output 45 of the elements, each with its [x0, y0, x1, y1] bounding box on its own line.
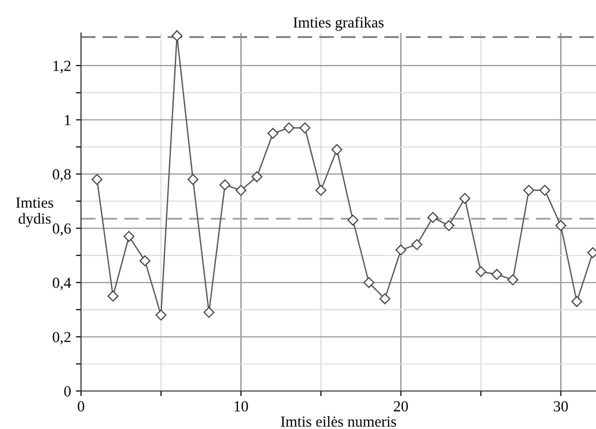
point [171, 30, 182, 42]
y-tick-label: 1 [64, 115, 70, 126]
point [267, 128, 278, 139]
point [459, 192, 470, 204]
y-tick-label: 0 [64, 386, 71, 396]
point [235, 184, 246, 196]
x-tick-label: 30 [554, 401, 568, 412]
point [315, 184, 326, 196]
y-tick-label: 0,6 [52, 223, 71, 236]
y-tick-label: 1,2 [54, 60, 70, 74]
point [395, 244, 406, 256]
x-axis-title: Imtis eilės numeris [280, 416, 396, 427]
point [571, 296, 582, 307]
point [219, 179, 230, 190]
point [347, 214, 358, 226]
point [411, 239, 422, 250]
x-tick-label: 20 [394, 401, 408, 412]
y-tick-label: 0,2 [52, 332, 70, 344]
point [443, 220, 454, 232]
point [156, 310, 166, 321]
point [283, 122, 294, 134]
point [555, 220, 566, 232]
y-axis-title: Imties dydis [16, 198, 54, 227]
point [475, 266, 486, 278]
point [299, 122, 310, 134]
point [251, 171, 262, 182]
point [203, 306, 214, 318]
point [124, 230, 134, 242]
x-tick-label: 10 [234, 401, 248, 412]
y-tick-label: 0,4 [52, 278, 72, 290]
point [491, 268, 502, 280]
point [523, 184, 534, 196]
point [331, 144, 342, 156]
x-tick-label: 0 [78, 401, 84, 412]
point [108, 290, 118, 302]
point [92, 174, 102, 185]
point [427, 212, 438, 223]
point [187, 174, 198, 185]
point [140, 255, 150, 266]
chart-title: Imties grafikas [293, 16, 384, 31]
y-tick-label: 0,8 [52, 169, 71, 182]
point [539, 184, 550, 196]
point [379, 293, 390, 304]
point [507, 274, 518, 286]
point [363, 277, 374, 288]
